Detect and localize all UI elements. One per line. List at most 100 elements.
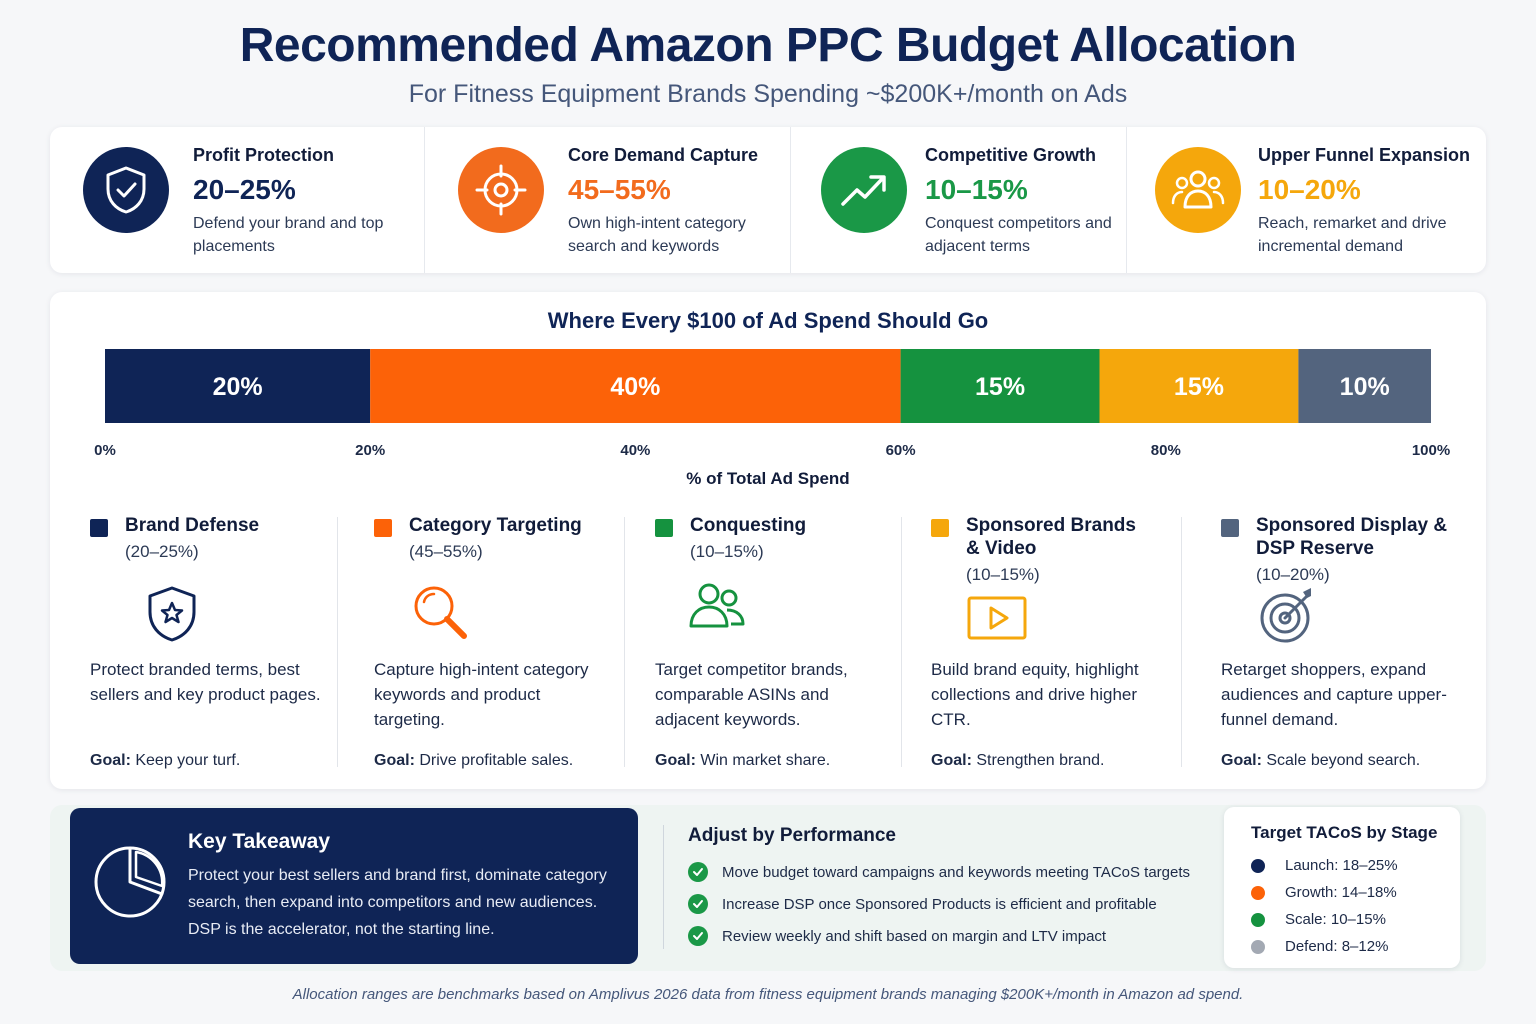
target-icon (458, 147, 544, 233)
tacos-item: Growth: 14–18% (1251, 884, 1397, 901)
column-divider (901, 517, 902, 767)
takeaway-title: Key Takeaway (188, 830, 331, 853)
category-range: (10–20%) (1256, 565, 1330, 584)
bar-segment-5 (1298, 349, 1431, 423)
category-name: Sponsored Display & DSP Reserve (1256, 515, 1448, 559)
legend-swatch (931, 519, 949, 537)
category-desc: Protect branded terms, best sellers and … (90, 660, 321, 704)
allocation-chart-card: Where Every $100 of Ad Spend Should Go 2… (50, 292, 1486, 789)
strategy-title: Upper Funnel Expansion (1258, 145, 1471, 165)
adjust-title: Adjust by Performance (688, 825, 896, 846)
strategy-core-demand: Core Demand Capture 45–55% Own high-inte… (425, 127, 791, 273)
strategy-desc: Own high-intent category search and keyw… (568, 215, 746, 255)
page-subtitle: For Fitness Equipment Brands Spending ~$… (408, 80, 1128, 108)
category-category-targeting: Category Targeting (45–55%) Capture high… (374, 514, 624, 774)
category-conquesting: Conquesting (10–15%) Target competitor b… (655, 514, 895, 774)
category-brand-defense: Brand Defense (20–25%) Protect branded t… (90, 514, 335, 774)
strategy-title: Competitive Growth (925, 145, 1097, 165)
shield-star-icon (148, 586, 196, 642)
category-name: Sponsored Brands & Video (966, 515, 1136, 559)
divider (663, 825, 664, 949)
status-dot (1251, 939, 1265, 954)
category-name: Conquesting (690, 515, 807, 536)
bar-segment-2 (370, 349, 901, 423)
bar-segment-3 (900, 349, 1100, 423)
strategy-profit-protection: Profit Protection 20–25% Defend your bra… (50, 127, 425, 273)
takeaway-text: Protect your best sellers and brand firs… (188, 867, 607, 938)
bullseye-arrow-icon (1260, 588, 1311, 643)
tacos-item: Scale: 10–15% (1251, 911, 1386, 928)
check-icon (688, 926, 708, 946)
video-play-icon (967, 596, 1027, 640)
category-desc: Target competitor brands, comparable ASI… (655, 660, 848, 729)
status-dot (1251, 912, 1265, 927)
strategy-upper-funnel: Upper Funnel Expansion 10–20% Reach, rem… (1127, 127, 1486, 273)
category-goal: Goal: Keep your turf. (90, 752, 241, 769)
x-tick-label: 80% (1151, 442, 1181, 459)
key-takeaway-card: Key Takeaway Protect your best sellers a… (70, 808, 638, 964)
pie-chart-icon (94, 846, 166, 918)
legend-swatch (655, 519, 673, 537)
bar-value-label: 15% (1174, 373, 1224, 401)
strategy-strip: Profit Protection 20–25% Defend your bra… (50, 127, 1486, 273)
category-goal: Goal: Scale beyond search. (1221, 752, 1421, 769)
category-goal: Goal: Drive profitable sales. (374, 752, 574, 769)
strategy-title: Core Demand Capture (568, 145, 759, 165)
bar-value-label: 40% (610, 373, 660, 401)
strategy-desc: Defend your brand and top placements (193, 215, 384, 255)
bar-segment-1 (105, 349, 371, 423)
column-divider (337, 517, 338, 767)
category-desc: Build brand equity, highlight collection… (931, 660, 1139, 729)
category-name: Category Targeting (409, 515, 582, 536)
adjust-item: Move budget toward campaigns and keyword… (688, 861, 1190, 883)
tacos-card: Target TACoS by Stage Launch: 18–25% Gro… (1224, 807, 1460, 968)
category-sponsored-display: Sponsored Display & DSP Reserve (10–20%)… (1221, 514, 1471, 774)
x-tick-label: 100% (1412, 442, 1450, 459)
x-axis-label: % of Total Ad Spend (686, 469, 849, 488)
strategy-desc: Reach, remarket and drive incremental de… (1258, 215, 1447, 255)
x-tick-label: 40% (620, 442, 650, 459)
x-tick-label: 20% (355, 442, 385, 459)
legend-swatch (374, 519, 392, 537)
category-goal: Goal: Win market share. (655, 752, 831, 769)
strategy-range: 10–15% (925, 174, 1028, 205)
chart-title: Where Every $100 of Ad Spend Should Go (547, 308, 989, 333)
tacos-item: Launch: 18–25% (1251, 857, 1398, 874)
x-tick-label: 60% (886, 442, 916, 459)
tacos-item: Defend: 8–12% (1251, 938, 1388, 955)
bar-value-label: 20% (213, 373, 263, 401)
status-dot (1251, 885, 1265, 900)
magnifier-icon (414, 586, 467, 639)
category-sponsored-brands: Sponsored Brands & Video (10–15%) Build … (931, 514, 1181, 774)
bar-value-label: 10% (1340, 373, 1390, 401)
column-divider (1181, 517, 1182, 767)
strategy-range: 45–55% (568, 174, 671, 205)
strategy-range: 10–20% (1258, 174, 1361, 205)
check-icon (688, 894, 708, 914)
strategy-title: Profit Protection (193, 145, 335, 165)
category-range: (45–55%) (409, 542, 483, 561)
adjust-item: Increase DSP once Sponsored Products is … (688, 893, 1157, 915)
category-range: (20–25%) (125, 542, 199, 561)
shield-check-icon (83, 147, 169, 233)
status-dot (1251, 858, 1265, 873)
strategy-competitive-growth: Competitive Growth 10–15% Conquest compe… (791, 127, 1127, 273)
bar-segment-4 (1099, 349, 1299, 423)
column-divider (624, 517, 625, 767)
category-range: (10–15%) (966, 565, 1040, 584)
category-desc: Retarget shoppers, expand audiences and … (1221, 660, 1447, 729)
footnote: Allocation ranges are benchmarks based o… (292, 986, 1244, 1003)
legend-swatch (90, 519, 108, 537)
strategy-desc: Conquest competitors and adjacent terms (925, 215, 1112, 255)
category-range: (10–15%) (690, 542, 764, 561)
strategy-range: 20–25% (193, 174, 296, 205)
allocation-bar-chart: 20% 40% 15% 15% 10% 0% 20% 40% 60% 80% 100% % of To… (94, 349, 1450, 488)
bottom-panel: Key Takeaway Protect your best sellers a… (50, 805, 1486, 971)
category-desc: Capture high-intent category keywords an… (374, 660, 589, 729)
legend-swatch (1221, 519, 1239, 537)
x-tick-label: 0% (94, 442, 116, 459)
bar-value-label: 15% (975, 373, 1025, 401)
audience-icon (1155, 147, 1241, 233)
page-title: Recommended Amazon PPC Budget Allocation (239, 19, 1297, 72)
adjust-item: Review weekly and shift based on margin … (688, 925, 1106, 947)
